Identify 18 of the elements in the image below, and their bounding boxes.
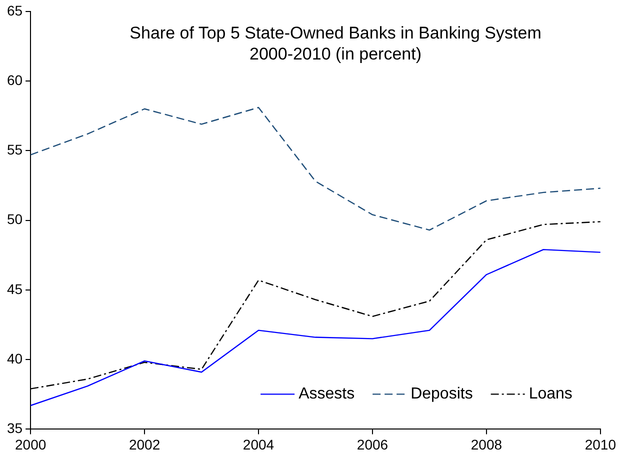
y-tick-label: 45 bbox=[6, 280, 23, 297]
x-tick-label: 2004 bbox=[242, 436, 274, 452]
y-tick-label: 50 bbox=[6, 211, 23, 228]
x-tick-label: 2008 bbox=[470, 436, 502, 452]
legend-label: Deposits bbox=[410, 386, 473, 403]
y-tick-label: 40 bbox=[6, 350, 23, 366]
y-tick-label: 60 bbox=[6, 72, 23, 88]
text: Share of Top 5 State-Owned Banks in Banking System 2000-2010 (in percent) bbox=[130, 24, 542, 64]
legend-label: Loans bbox=[528, 386, 572, 403]
x-tick-label: 2002 bbox=[128, 436, 160, 452]
legend-label: Assests bbox=[298, 386, 355, 403]
x-tick-label: 2010 bbox=[584, 436, 616, 452]
x-tick-label: 2006 bbox=[356, 436, 388, 452]
y-tick-label: 65 bbox=[6, 2, 23, 18]
y-tick-label: 35 bbox=[6, 420, 23, 436]
x-tick-label: 2000 bbox=[14, 436, 46, 452]
line-series bbox=[30, 106, 600, 231]
y-tick-label: 55 bbox=[6, 142, 23, 158]
